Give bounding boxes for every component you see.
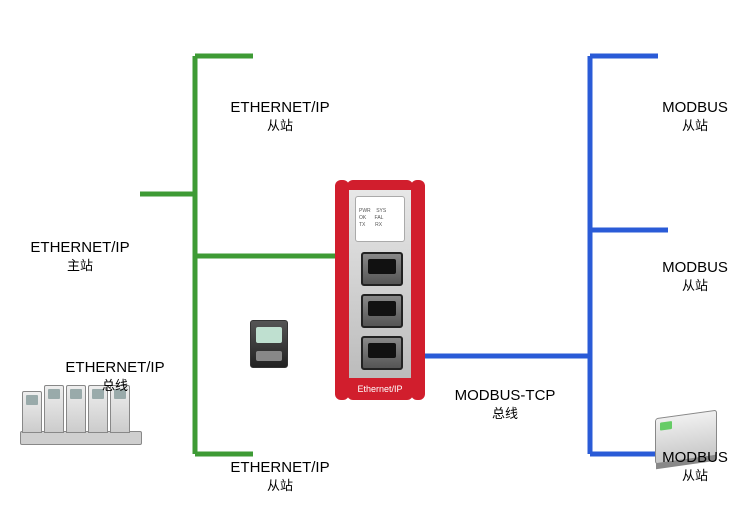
gateway-device: PWR SYSOK FALTX RX Ethernet/IP (335, 180, 425, 400)
gateway-port-1 (361, 252, 403, 286)
modbus-slave-1-label: MODBUS 从站 (655, 98, 735, 134)
ethernet-bus-label: ETHERNET/IP 总线 (60, 358, 170, 394)
modbus-bus-label: MODBUS-TCP 总线 (445, 386, 565, 422)
modbus-slave-3-label: MODBUS 从站 (655, 448, 735, 484)
gateway-port-3 (361, 336, 403, 370)
ethernet-slave-1-device (250, 320, 288, 368)
ethernet-master-label: ETHERNET/IP 主站 (22, 238, 138, 274)
ethernet-slave-1-label: ETHERNET/IP 从站 (225, 98, 335, 134)
gateway-led-labels: PWR SYSOK FALTX RX (359, 208, 401, 229)
ethernet-slave-2-label: ETHERNET/IP 从站 (225, 458, 335, 494)
modbus-slave-2-label: MODBUS 从站 (655, 258, 735, 294)
gateway-port-2 (361, 294, 403, 328)
gateway-brand-label: Ethernet/IP (347, 378, 413, 400)
